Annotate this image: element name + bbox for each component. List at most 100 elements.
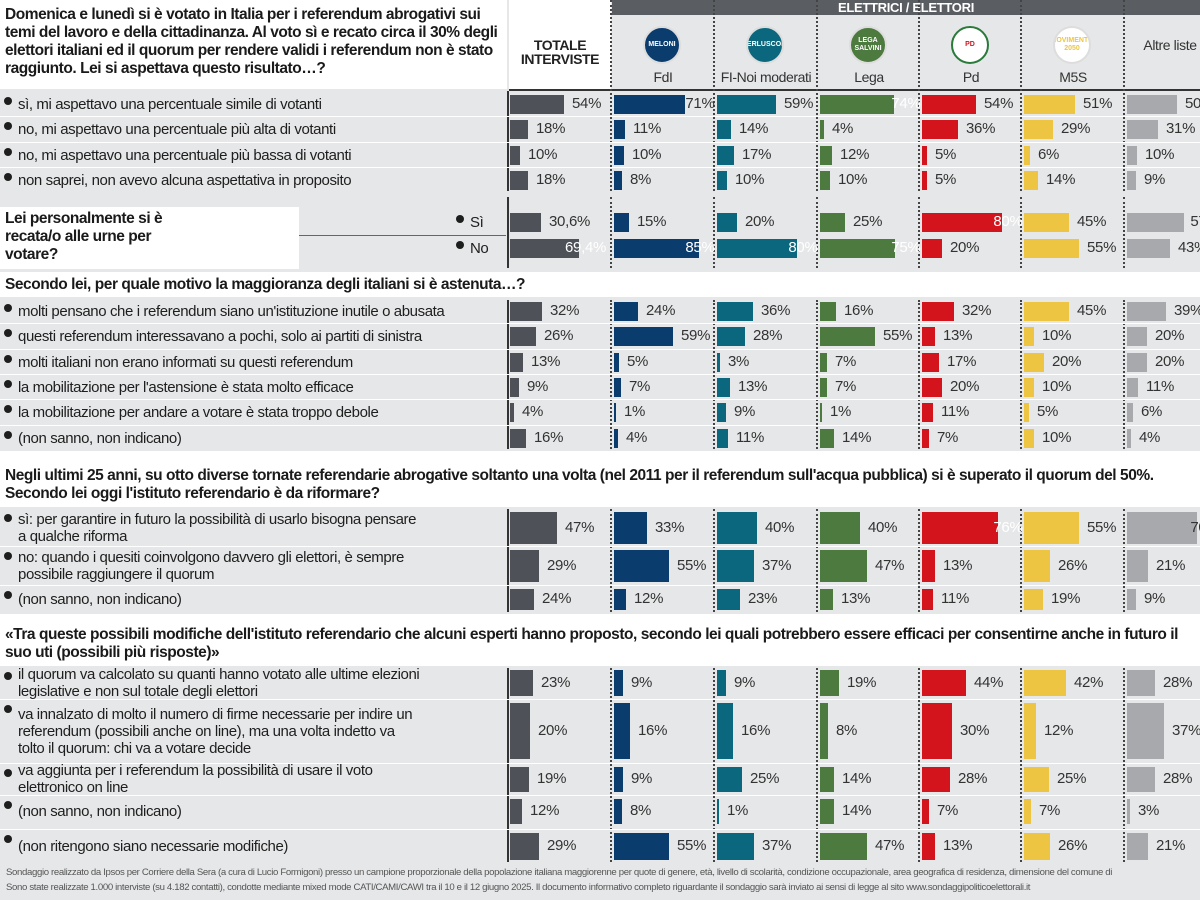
value-label-fdi: 24% (646, 302, 676, 319)
fdi-logo-icon: MELONI (643, 26, 681, 64)
value-label-altre-liste: 20% (1155, 327, 1185, 344)
column-divider (918, 668, 920, 862)
bar-altre-liste (1127, 832, 1148, 860)
bar-altre-liste (1127, 119, 1158, 139)
bar-totale (510, 170, 528, 190)
value-label-lega: 19% (847, 673, 877, 691)
value-label-pd: 7% (937, 802, 959, 819)
bar-totale (510, 238, 579, 258)
value-label-pd: 54% (984, 95, 1014, 112)
bullet-icon (4, 431, 12, 439)
bar-altre-liste (1127, 238, 1170, 258)
option-label: (non sanno, non indicano) (18, 429, 182, 447)
lega-logo-icon: LEGA SALVINI (849, 26, 887, 64)
option-row-label: (non ritengono siano necessarie modifich… (0, 830, 420, 862)
bar-fi-noi-moderati (717, 511, 757, 544)
bar-totale (510, 377, 519, 397)
option-label: sì, mi aspettavo una percentuale simile … (18, 95, 322, 113)
value-label-m5s: 10% (1042, 378, 1072, 395)
value-label-totale: 20% (538, 722, 568, 739)
column-divider (713, 197, 715, 268)
option-label: il quorum va calcolato su quanti hanno v… (18, 665, 420, 700)
bar-lega (820, 669, 839, 696)
row-separator (0, 399, 1200, 400)
row-separator (0, 699, 1200, 700)
bar-fi-noi-moderati (717, 119, 731, 139)
bar-totale (510, 549, 539, 582)
value-label-lega: 47% (875, 556, 905, 574)
bar-fi-noi-moderati (717, 588, 740, 610)
value-label-lega: 7% (835, 353, 857, 370)
value-label-m5s: 26% (1058, 837, 1088, 854)
bar-pd (922, 170, 927, 190)
bar-fdi (614, 798, 622, 824)
bar-fdi (614, 377, 621, 397)
value-label-pd: 11% (941, 590, 970, 607)
bar-fi-noi-moderati (717, 832, 754, 860)
value-label-fdi: 5% (627, 353, 649, 370)
bar-fdi (614, 703, 630, 759)
value-label-altre-liste: 3% (1138, 802, 1160, 819)
value-label-fi-noi-moderati: 14% (739, 120, 769, 137)
bar-lega (820, 428, 834, 448)
row-separator (0, 829, 1200, 830)
column-divider (1020, 509, 1022, 612)
value-label-fdi: 8% (630, 802, 652, 819)
bar-fdi (614, 326, 673, 346)
value-label-altre-liste: 37% (1172, 722, 1200, 739)
value-label-fi-noi-moderati: 9% (734, 673, 756, 691)
value-label-m5s: 55% (1087, 239, 1117, 256)
bar-pd (922, 238, 942, 258)
bar-totale (510, 588, 534, 610)
value-label-m5s: 26% (1058, 556, 1088, 574)
option-label: (non sanno, non indicano) (18, 590, 182, 608)
header-rule (509, 89, 1200, 91)
option-label: questi referendum interessavano a pochi,… (18, 327, 422, 345)
bar-m5s (1024, 669, 1066, 696)
bar-lega (820, 703, 828, 759)
value-label-altre-liste: 43% (1178, 239, 1200, 256)
option-row-label: molti italiani non erano informati su qu… (0, 350, 500, 374)
value-label-lega: 40% (868, 518, 898, 536)
value-label-altre-liste: 28% (1163, 770, 1193, 787)
bar-fi-noi-moderati (717, 549, 754, 582)
value-label-fdi: 11% (633, 120, 662, 137)
value-label-pd: 13% (943, 556, 973, 574)
question-3-header-bg (0, 272, 1200, 297)
bar-totale (510, 301, 542, 321)
bar-totale (510, 832, 539, 860)
option-label: Sì (470, 213, 484, 231)
column-header-altre-liste: Altre liste (1143, 37, 1197, 53)
column-divider (918, 0, 920, 191)
bar-altre-liste (1127, 549, 1148, 582)
column-divider (816, 509, 818, 612)
bullet-icon (4, 672, 12, 680)
value-label-totale: 29% (547, 837, 577, 854)
value-label-m5s: 12% (1044, 722, 1074, 739)
value-label-m5s: 10% (1042, 429, 1072, 446)
bullet-icon (4, 705, 12, 713)
value-label-fi-noi-moderati: 37% (762, 837, 792, 854)
value-label-altre-liste: 9% (1144, 171, 1166, 188)
bar-fi-noi-moderati (717, 377, 730, 397)
value-label-m5s: 19% (1051, 590, 1081, 607)
value-label-altre-liste: 21% (1156, 556, 1186, 574)
option-label: (non sanno, non indicano) (18, 802, 182, 820)
option-sì: Sì (452, 210, 484, 234)
bar-fi-noi-moderati (717, 402, 726, 422)
value-label-pd: 28% (958, 770, 988, 787)
bar-altre-liste (1127, 170, 1136, 190)
option-label: va innalzato di molto il numero di firme… (18, 705, 413, 757)
value-label-m5s: 7% (1039, 802, 1061, 819)
logo-lettering: MOVIMENTO 2050 (1055, 37, 1089, 52)
bar-m5s (1024, 94, 1075, 114)
bar-totale (510, 402, 514, 422)
option-row-label: non saprei, non avevo alcuna aspettativa… (0, 168, 500, 192)
value-label-altre-liste: 50% (1185, 95, 1200, 112)
bar-altre-liste (1127, 669, 1155, 696)
bar-m5s (1024, 766, 1049, 792)
value-label-fdi: 71% (685, 95, 715, 112)
bar-fdi (614, 301, 638, 321)
bullet-icon (4, 591, 12, 599)
row-separator (0, 374, 1200, 375)
